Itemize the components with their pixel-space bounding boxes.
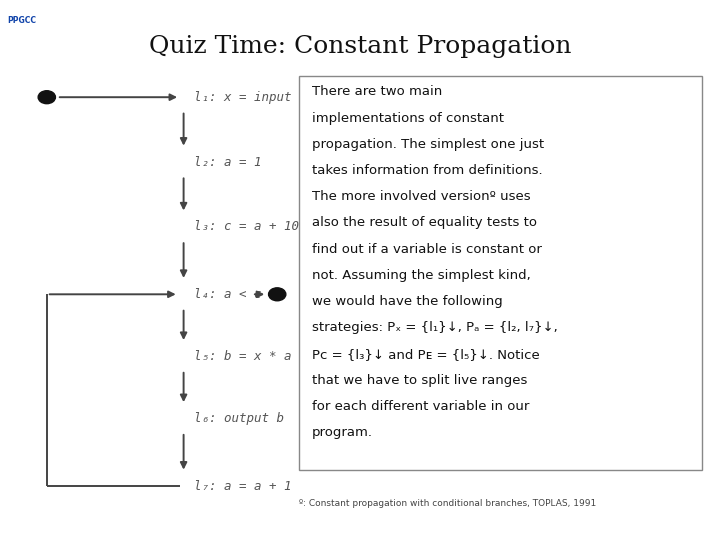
Text: find out if a variable is constant or: find out if a variable is constant or — [312, 242, 541, 256]
Text: PPGCC: PPGCC — [7, 16, 36, 25]
Text: The more involved versionº uses: The more involved versionº uses — [312, 190, 531, 203]
Text: takes information from definitions.: takes information from definitions. — [312, 164, 542, 177]
Text: propagation. The simplest one just: propagation. The simplest one just — [312, 138, 544, 151]
Text: that we have to split live ranges: that we have to split live ranges — [312, 374, 527, 387]
Text: l₁: x = input: l₁: x = input — [194, 91, 292, 104]
Circle shape — [38, 91, 55, 104]
Text: also the result of equality tests to: also the result of equality tests to — [312, 217, 537, 230]
Text: l₅: b = x * a: l₅: b = x * a — [194, 350, 292, 363]
Text: program.: program. — [312, 427, 373, 440]
Text: l₆: output b: l₆: output b — [194, 412, 284, 425]
Text: l₃: c = a + 10: l₃: c = a + 10 — [194, 220, 300, 233]
Text: implementations of constant: implementations of constant — [312, 112, 504, 125]
Text: Pᴄ = {l₃}↓ and Pᴇ = {l₅}↓. Notice: Pᴄ = {l₃}↓ and Pᴇ = {l₅}↓. Notice — [312, 348, 539, 361]
Text: There are two main: There are two main — [312, 85, 442, 98]
Text: l₇: a = a + 1: l₇: a = a + 1 — [194, 480, 292, 492]
FancyBboxPatch shape — [299, 76, 702, 470]
Text: l₂: a = 1: l₂: a = 1 — [194, 156, 262, 168]
Text: l₄: a < c: l₄: a < c — [194, 288, 262, 301]
Text: Quiz Time: Constant Propagation: Quiz Time: Constant Propagation — [149, 35, 571, 58]
Text: º: Constant propagation with conditional branches, TOPLAS, 1991: º: Constant propagation with conditional… — [299, 500, 596, 509]
Text: we would have the following: we would have the following — [312, 295, 503, 308]
Text: not. Assuming the simplest kind,: not. Assuming the simplest kind, — [312, 269, 531, 282]
Text: strategies: Pₓ = {l₁}↓, Pₐ = {l₂, l₇}↓,: strategies: Pₓ = {l₁}↓, Pₐ = {l₂, l₇}↓, — [312, 321, 557, 334]
Text: for each different variable in our: for each different variable in our — [312, 400, 529, 413]
Circle shape — [269, 288, 286, 301]
